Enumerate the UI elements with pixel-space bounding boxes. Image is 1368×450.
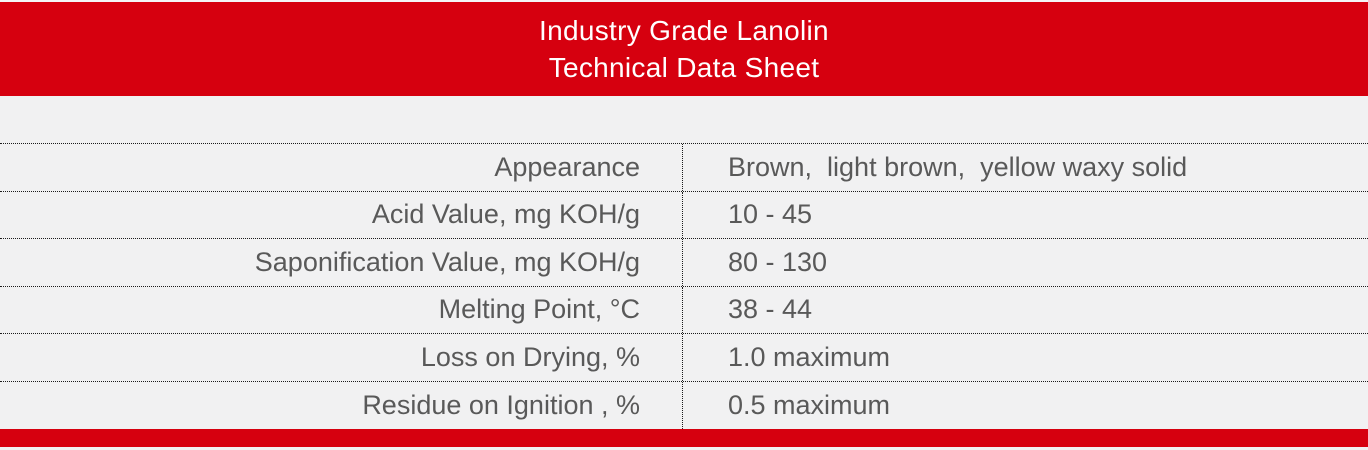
page-title: Industry Grade Lanolin (539, 15, 829, 46)
header-banner: Industry Grade Lanolin Technical Data Sh… (0, 2, 1368, 96)
value-cell: 1.0 maximum (728, 341, 891, 372)
table-row: Residue on Ignition , % 0.5 maximum (0, 381, 1368, 429)
table-row: Loss on Drying, % 1.0 maximum (0, 334, 1368, 382)
table-row: Acid Value, mg KOH/g 10 - 45 (0, 191, 1368, 239)
property-cell: Acid Value, mg KOH/g (0, 191, 683, 238)
page-subtitle: Technical Data Sheet (548, 52, 820, 83)
property-cell: Residue on Ignition , % (0, 381, 683, 429)
value-cell: 0.5 maximum (728, 389, 891, 420)
value-cell: 80 - 130 (728, 246, 828, 277)
value-cell: Brown, light brown, yellow waxy solid (728, 151, 1188, 182)
table-row: Appearance Brown, light brown, yellow wa… (0, 144, 1368, 192)
property-cell: Appearance (0, 144, 683, 191)
property-cell: Saponification Value, mg KOH/g (0, 239, 683, 286)
property-cell: Loss on Drying, % (0, 334, 683, 381)
property-cell: Melting Point, °C (0, 286, 683, 333)
value-cell: 38 - 44 (728, 294, 813, 325)
footer-bar (0, 429, 1368, 447)
table-row: Melting Point, °C 38 - 44 (0, 286, 1368, 334)
content-background (0, 96, 1368, 450)
spec-table: Appearance Brown, light brown, yellow wa… (0, 143, 1368, 429)
value-cell: 10 - 45 (728, 199, 813, 230)
table-row: Saponification Value, mg KOH/g 80 - 130 (0, 239, 1368, 287)
